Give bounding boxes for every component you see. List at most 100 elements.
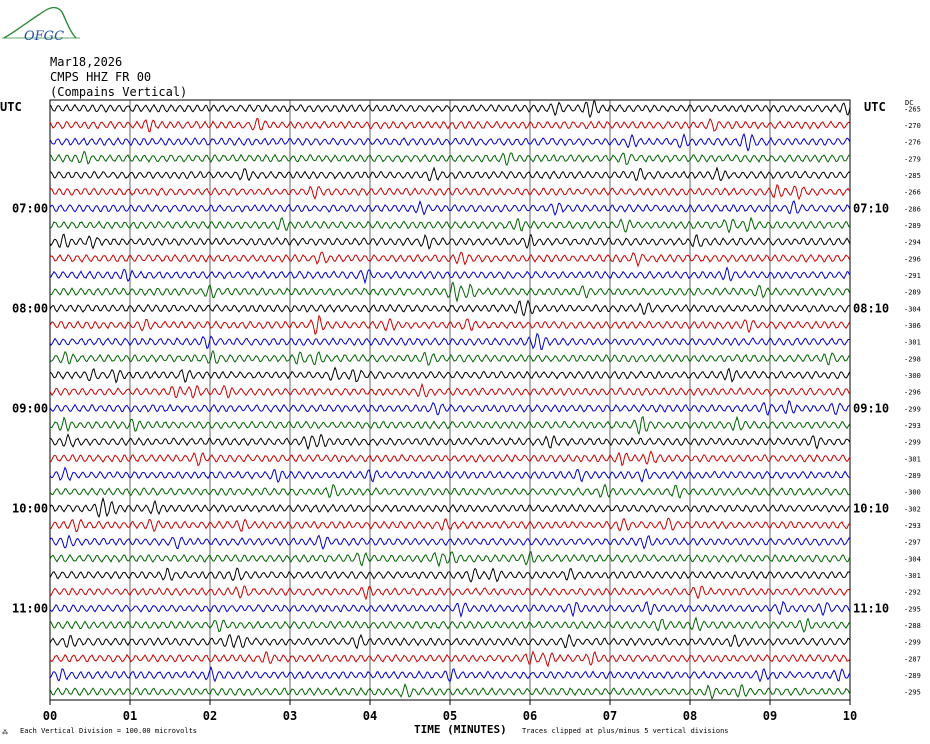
trace-line bbox=[49, 199, 851, 216]
trace-line bbox=[49, 415, 851, 436]
trace-line bbox=[49, 633, 851, 650]
dc-offset-label: -299 bbox=[904, 639, 921, 647]
dc-offset-label: -289 bbox=[904, 289, 921, 297]
x-tick-label: 00 bbox=[43, 709, 57, 723]
trace-line bbox=[49, 216, 851, 234]
header-station: CMPS HHZ FR 00 bbox=[50, 70, 151, 84]
dc-offset-label: -289 bbox=[904, 222, 921, 230]
x-axis-title: TIME (MINUTES) bbox=[414, 723, 507, 736]
trace-line bbox=[49, 483, 851, 499]
trace-line bbox=[49, 150, 851, 166]
x-axis-ticks: 00 01 02 03 04 05 06 07 08 09 10 bbox=[43, 700, 857, 723]
dc-offset-label: -279 bbox=[904, 155, 921, 163]
trace-line bbox=[49, 496, 851, 518]
trace-line bbox=[49, 683, 851, 700]
left-time-label: 09:00 bbox=[12, 401, 48, 415]
dc-offset-label: -276 bbox=[904, 139, 921, 147]
left-time-label: 10:00 bbox=[12, 501, 48, 515]
dc-offset-label: -294 bbox=[904, 239, 921, 247]
trace-line bbox=[49, 616, 851, 633]
trace-line bbox=[49, 400, 851, 416]
dc-offset-label: -285 bbox=[904, 172, 921, 180]
trace-line bbox=[49, 433, 851, 450]
trace-line bbox=[49, 166, 851, 182]
dc-offset-label: -298 bbox=[904, 355, 921, 363]
trace-line bbox=[49, 184, 851, 201]
x-tick-label: 01 bbox=[123, 709, 137, 723]
logo-text: OFGC bbox=[24, 29, 64, 44]
x-tick-label: 08 bbox=[683, 709, 697, 723]
right-time-label: 09:10 bbox=[853, 401, 889, 415]
dc-offset-label: -304 bbox=[904, 305, 921, 313]
trace-line bbox=[49, 466, 851, 483]
dc-offset-label: -266 bbox=[904, 189, 921, 197]
right-time-label: 10:10 bbox=[853, 501, 889, 515]
left-time-label: 07:00 bbox=[12, 201, 48, 215]
trace-line bbox=[49, 551, 851, 568]
trace-line bbox=[49, 100, 851, 119]
dc-offset-label: -289 bbox=[904, 472, 921, 480]
dc-offset-label: -304 bbox=[904, 555, 921, 563]
trace-line bbox=[49, 450, 851, 467]
right-utc-label: UTC bbox=[864, 100, 886, 114]
dc-offset-label: -302 bbox=[904, 505, 921, 513]
dc-offset-label: -297 bbox=[904, 539, 921, 547]
dc-offset-label: -306 bbox=[904, 322, 921, 330]
right-time-labels: 07:10 08:10 09:10 10:10 11:10 bbox=[853, 201, 889, 615]
trace-line bbox=[49, 118, 851, 133]
x-tick-label: 05 bbox=[443, 709, 457, 723]
dc-offset-label: -288 bbox=[904, 622, 921, 630]
trace-line bbox=[49, 650, 851, 668]
dc-offset-label: -286 bbox=[904, 205, 921, 213]
dc-offset-label: -291 bbox=[904, 272, 921, 280]
dc-header-label: DC bbox=[905, 99, 913, 107]
x-tick-label: 09 bbox=[763, 709, 777, 723]
trace-line bbox=[49, 251, 851, 268]
footer-mark: ⁂ bbox=[2, 729, 8, 736]
trace-line bbox=[49, 567, 851, 583]
seismic-traces bbox=[49, 100, 851, 700]
left-utc-label: UTC bbox=[0, 100, 22, 114]
right-time-label: 11:10 bbox=[853, 601, 889, 615]
trace-line bbox=[49, 382, 851, 399]
trace-line bbox=[49, 299, 851, 317]
dc-offset-label: -300 bbox=[904, 372, 921, 380]
trace-line bbox=[49, 600, 851, 618]
header-location: (Compains Vertical) bbox=[50, 85, 187, 99]
dc-offset-label: -287 bbox=[904, 655, 921, 663]
dc-offset-label: -296 bbox=[904, 389, 921, 397]
trace-line bbox=[49, 132, 851, 152]
trace-line bbox=[49, 666, 851, 683]
trace-line bbox=[49, 517, 851, 533]
x-tick-label: 10 bbox=[843, 709, 857, 723]
minute-gridlines bbox=[129, 100, 771, 700]
trace-line bbox=[49, 349, 851, 366]
dc-offset-label: -301 bbox=[904, 339, 921, 347]
dc-offset-label: -270 bbox=[904, 122, 921, 130]
x-tick-label: 04 bbox=[363, 709, 377, 723]
x-tick-label: 03 bbox=[283, 709, 297, 723]
x-tick-label: 02 bbox=[203, 709, 217, 723]
trace-line bbox=[49, 281, 851, 303]
footer-scale-note: Each Vertical Division = 100.00 microvol… bbox=[20, 727, 197, 735]
x-tick-label: 06 bbox=[523, 709, 537, 723]
trace-line bbox=[49, 366, 851, 384]
dc-offset-label: -289 bbox=[904, 672, 921, 680]
dc-offset-label: -292 bbox=[904, 589, 921, 597]
trace-line bbox=[49, 332, 851, 350]
dc-offset-label: -293 bbox=[904, 522, 921, 530]
dc-offset-label: -293 bbox=[904, 422, 921, 430]
dc-offset-label: -299 bbox=[904, 439, 921, 447]
dc-offset-label: -301 bbox=[904, 572, 921, 580]
dc-offset-label: -301 bbox=[904, 455, 921, 463]
dc-offset-label: -295 bbox=[904, 689, 921, 697]
right-time-label: 08:10 bbox=[853, 301, 889, 315]
dc-offset-label: -265 bbox=[904, 105, 921, 113]
trace-line bbox=[49, 585, 851, 601]
trace-line bbox=[49, 266, 851, 285]
trace-line bbox=[49, 233, 851, 250]
dc-offset-label: -299 bbox=[904, 405, 921, 413]
footer-clip-note: Traces clipped at plus/minus 5 vertical … bbox=[522, 727, 729, 735]
right-time-label: 07:10 bbox=[853, 201, 889, 215]
